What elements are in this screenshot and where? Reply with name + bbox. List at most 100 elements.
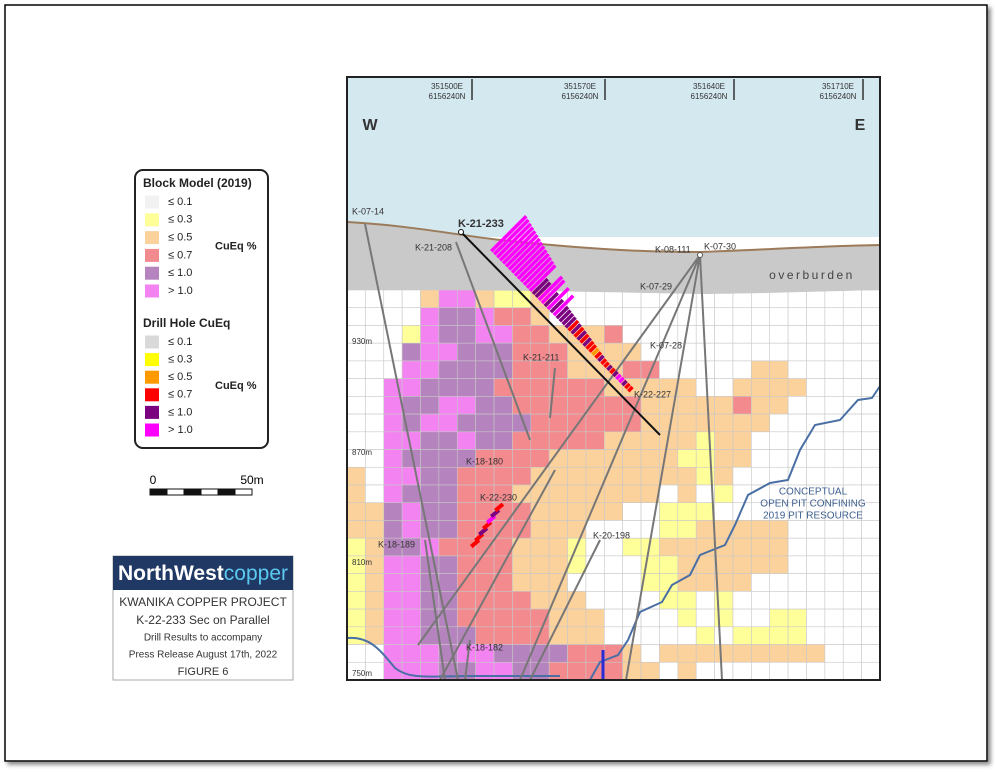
block	[347, 466, 366, 486]
block	[714, 396, 734, 415]
title-line: Drill Results to accompany	[144, 633, 262, 644]
block	[604, 555, 623, 574]
block	[714, 325, 734, 344]
block	[365, 502, 385, 521]
block	[714, 626, 734, 645]
block	[347, 520, 366, 539]
assay-bar	[558, 309, 572, 323]
block	[420, 413, 440, 433]
assay-bar	[612, 370, 619, 378]
block	[420, 289, 440, 309]
block	[806, 644, 826, 663]
block	[640, 661, 660, 680]
block	[456, 360, 476, 379]
assay-bar	[618, 376, 625, 384]
assay-bar	[561, 312, 575, 326]
block	[806, 396, 826, 415]
block	[383, 591, 403, 610]
block	[659, 537, 679, 557]
drill-hole-label: K-07-30	[704, 241, 736, 251]
block	[365, 396, 385, 415]
block	[548, 644, 568, 663]
block	[787, 555, 807, 574]
block	[604, 289, 623, 309]
block	[493, 661, 513, 680]
block	[622, 484, 642, 504]
assay-bar	[501, 230, 537, 265]
block	[751, 555, 771, 574]
block	[585, 378, 605, 397]
collar	[697, 252, 703, 258]
assay-bar	[603, 361, 610, 369]
block	[420, 431, 440, 450]
block	[824, 449, 844, 468]
block	[677, 378, 697, 397]
section-map: 351500E6156240N351570E6156240N351640E615…	[347, 77, 880, 680]
legend-swatch	[145, 353, 159, 367]
block	[475, 555, 495, 574]
block	[751, 431, 771, 450]
block	[659, 644, 679, 663]
block	[824, 520, 844, 539]
block	[787, 289, 807, 309]
block	[548, 325, 568, 344]
assay-bar	[615, 373, 622, 381]
block	[420, 378, 440, 397]
drill-hole-label: K-18-189	[378, 539, 415, 549]
block	[732, 502, 752, 521]
block	[861, 378, 880, 397]
block	[401, 591, 421, 610]
block	[751, 396, 771, 415]
block	[714, 661, 734, 680]
block	[456, 396, 476, 415]
block	[659, 484, 679, 504]
block	[365, 360, 385, 379]
block	[695, 307, 715, 326]
assay-bar	[570, 323, 582, 335]
block	[475, 661, 495, 680]
block	[585, 591, 605, 610]
block	[751, 626, 771, 645]
block	[806, 325, 826, 344]
assay-bar	[576, 330, 587, 341]
block	[383, 396, 403, 415]
block	[824, 342, 844, 362]
block	[456, 325, 476, 344]
block	[401, 555, 421, 574]
block	[530, 449, 550, 468]
block	[695, 661, 715, 680]
block	[401, 378, 421, 397]
block	[622, 537, 642, 557]
block	[585, 537, 605, 557]
block	[806, 360, 826, 379]
block	[512, 466, 532, 486]
block	[751, 307, 771, 326]
legend-swatch	[145, 195, 159, 209]
block	[438, 289, 458, 309]
block	[787, 307, 807, 326]
block	[824, 573, 844, 592]
block	[512, 360, 532, 379]
legend-label: ≤ 0.3	[168, 214, 192, 226]
block	[751, 573, 771, 592]
block	[806, 520, 826, 539]
block	[751, 325, 771, 344]
block	[365, 307, 385, 326]
block	[695, 378, 715, 397]
block	[824, 360, 844, 379]
block	[769, 520, 789, 539]
block	[347, 573, 366, 592]
drill-hole-label: K-18-180	[466, 456, 503, 466]
legend: Block Model (2019) ≤ 0.1 ≤ 0.3 ≤ 0.5 ≤ 0.7 ≤ …	[134, 169, 269, 449]
block	[861, 307, 880, 326]
block	[530, 537, 550, 557]
block	[604, 413, 623, 433]
block	[769, 431, 789, 450]
block	[861, 626, 880, 645]
scale-segment	[183, 488, 202, 496]
block	[824, 307, 844, 326]
block	[622, 661, 642, 680]
assay-bar	[624, 382, 631, 390]
block	[806, 289, 826, 309]
